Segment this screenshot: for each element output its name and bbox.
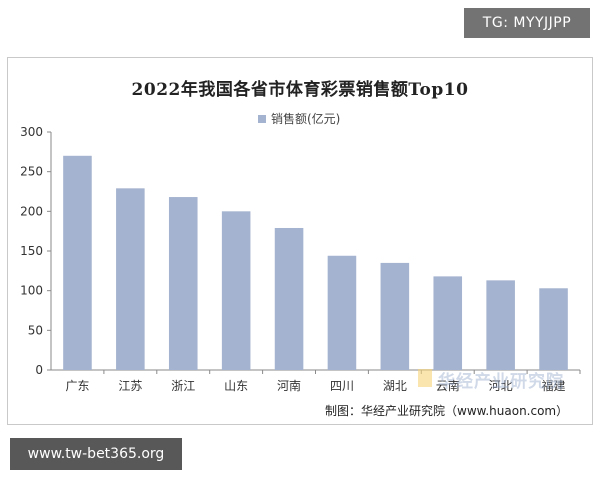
watermark-tg: TG: MYYJJPP bbox=[464, 8, 590, 38]
bar-1 bbox=[63, 155, 92, 370]
bar-2 bbox=[116, 188, 145, 370]
x-tick-label: 四川 bbox=[330, 379, 354, 393]
bar-9 bbox=[486, 280, 515, 370]
x-tick-label: 福建 bbox=[542, 378, 566, 393]
logo-overlay-text: 华经产业研究院 bbox=[438, 372, 564, 392]
y-tick-label: 300 bbox=[20, 125, 43, 139]
bar-10 bbox=[539, 288, 568, 370]
y-tick-label: 0 bbox=[35, 363, 43, 377]
x-tick-label: 广东 bbox=[65, 379, 89, 393]
logo-overlay-icon bbox=[418, 369, 432, 387]
y-tick-label: 200 bbox=[20, 204, 43, 218]
x-tick-label: 湖北 bbox=[383, 378, 407, 393]
y-tick-label: 100 bbox=[20, 284, 43, 298]
x-tick-label: 浙江 bbox=[171, 379, 195, 393]
x-tick-label: 山东 bbox=[224, 379, 248, 393]
legend-swatch bbox=[258, 114, 266, 123]
bar-6 bbox=[327, 255, 357, 370]
x-tick-label: 江苏 bbox=[118, 379, 142, 393]
watermark-url: www.tw-bet365.org bbox=[10, 438, 182, 470]
bar-8 bbox=[433, 276, 463, 370]
legend-label: 销售额(亿元) bbox=[271, 112, 341, 126]
chart-frame: 2022年我国各省市体育彩票销售额Top10 销售额(亿元) 0 50 100 150… bbox=[7, 57, 593, 425]
bar-chart-plot: 0 50 100 150 200 250 300 广东 江苏 浙江 山东 河南 四川 湖北 云南 河北 福建 bbox=[20, 125, 581, 393]
y-tick-label: 50 bbox=[28, 323, 43, 337]
bar-5 bbox=[274, 227, 304, 370]
y-tick-label: 150 bbox=[20, 244, 43, 258]
x-tick-label: 河北 bbox=[489, 379, 513, 393]
legend: 销售额(亿元) bbox=[258, 110, 340, 127]
source-note: 制图：华经产业研究院（www.huaon.com） bbox=[325, 404, 569, 418]
x-tick-label: 云南 bbox=[436, 378, 460, 393]
bar-7 bbox=[380, 262, 410, 370]
bar-3 bbox=[168, 197, 198, 370]
bar-4 bbox=[221, 211, 251, 370]
y-tick-label: 250 bbox=[20, 165, 43, 179]
chart-title: 2022年我国各省市体育彩票销售额Top10 bbox=[131, 80, 469, 100]
x-tick-label: 河南 bbox=[277, 378, 301, 393]
